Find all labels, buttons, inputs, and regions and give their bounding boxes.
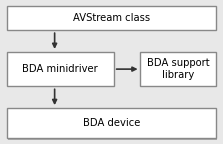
Text: BDA minidriver: BDA minidriver: [22, 64, 98, 74]
FancyBboxPatch shape: [7, 108, 216, 138]
FancyBboxPatch shape: [140, 52, 216, 86]
FancyBboxPatch shape: [7, 52, 114, 86]
Text: BDA device: BDA device: [83, 118, 140, 128]
Text: BDA support
library: BDA support library: [147, 58, 210, 80]
Text: AVStream class: AVStream class: [73, 13, 150, 23]
FancyBboxPatch shape: [7, 6, 216, 30]
FancyBboxPatch shape: [8, 110, 217, 140]
